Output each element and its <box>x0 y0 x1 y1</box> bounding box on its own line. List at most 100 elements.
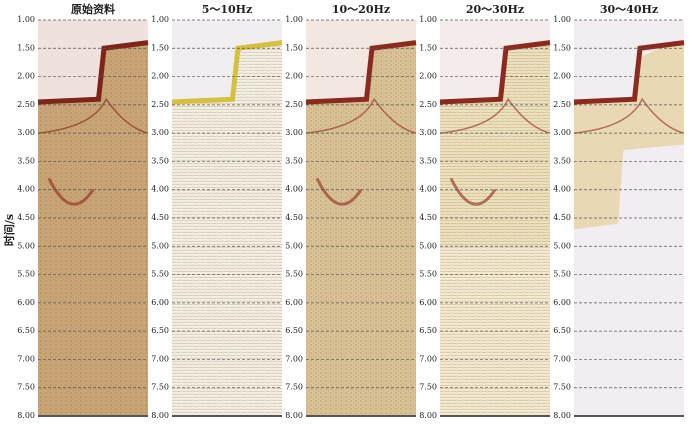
y-tick-label: 3.50 <box>151 156 169 165</box>
y-tick-label: 1.00 <box>151 15 169 24</box>
y-tick-label: 2.00 <box>419 72 437 81</box>
y-tick-label: 7.50 <box>553 383 571 392</box>
sea-water <box>172 20 282 103</box>
y-tick-label: 3.00 <box>419 128 437 137</box>
y-tick-label: 6.50 <box>419 326 437 335</box>
y-tick-label: 5.00 <box>285 241 303 250</box>
panel-title: 10～20Hz <box>332 3 390 16</box>
y-tick-label: 4.00 <box>17 185 35 194</box>
y-tick-label: 2.00 <box>151 72 169 81</box>
panel: 20～30Hz 1.00 1.50 2.00 2.50 3.00 3.50 4.00 4.50 5… <box>419 3 551 420</box>
panel: 5～10Hz 1.00 1.50 2.00 2.50 3.00 3.50 4.00 4.50 5.… <box>151 3 283 420</box>
y-tick-label: 1.50 <box>17 43 35 52</box>
y-tick-label: 4.00 <box>285 185 303 194</box>
y-tick-label: 2.50 <box>17 100 35 109</box>
reflector <box>573 40 685 105</box>
y-tick-label: 6.50 <box>553 326 571 335</box>
y-tick-label: 5.50 <box>419 270 437 279</box>
y-tick-label: 8.00 <box>285 411 303 420</box>
y-axis-label: 时间/s <box>2 214 16 246</box>
y-tick-label: 1.00 <box>285 15 303 24</box>
y-tick-label: 7.50 <box>151 383 169 392</box>
y-tick-label: 3.50 <box>553 156 571 165</box>
y-tick-label: 5.50 <box>151 270 169 279</box>
y-tick-label: 3.50 <box>17 156 35 165</box>
y-tick-label: 7.50 <box>419 383 437 392</box>
y-tick-label: 1.50 <box>151 43 169 52</box>
reflector <box>305 40 417 105</box>
y-tick-label: 2.50 <box>285 100 303 109</box>
y-tick-label: 7.00 <box>17 354 35 363</box>
panel: 10～20Hz 1.00 1.50 2.00 2.50 3.00 3.50 4.00 4.50 5… <box>285 3 417 420</box>
sea-water <box>574 20 684 103</box>
y-tick-label: 1.00 <box>553 15 571 24</box>
y-tick-label: 5.50 <box>17 270 35 279</box>
event <box>315 177 363 206</box>
y-tick-label: 7.00 <box>151 354 169 363</box>
y-tick-label: 6.50 <box>285 326 303 335</box>
panel-title: 30～40Hz <box>600 3 658 16</box>
y-tick-label: 3.00 <box>553 128 571 137</box>
y-tick-label: 6.50 <box>151 326 169 335</box>
sea-water <box>38 20 148 103</box>
deep-reflector <box>305 97 417 134</box>
reflector <box>37 40 149 105</box>
sea-water <box>440 20 550 103</box>
y-tick-label: 3.00 <box>285 128 303 137</box>
y-tick-label: 4.00 <box>151 185 169 194</box>
panel: 30～40Hz 1.00 1.50 2.00 2.50 3.00 3.50 4.00 4.50 5… <box>553 3 685 420</box>
y-tick-label: 4.50 <box>419 213 437 222</box>
y-tick-label: 3.00 <box>151 128 169 137</box>
y-tick-label: 5.50 <box>553 270 571 279</box>
y-tick-label: 4.50 <box>151 213 169 222</box>
y-tick-label: 7.00 <box>553 354 571 363</box>
y-tick-label: 5.00 <box>17 241 35 250</box>
deep-reflector <box>439 97 551 134</box>
y-tick-label: 1.00 <box>419 15 437 24</box>
y-tick-label: 6.00 <box>419 298 437 307</box>
panels: 原始资料 1.00 1.50 2.00 2.50 3.00 3.50 4.00 4.50 5.00… <box>17 2 685 420</box>
sea-water <box>306 20 416 103</box>
y-tick-label: 7.00 <box>419 354 437 363</box>
panel-title: 原始资料 <box>71 2 115 16</box>
event <box>449 177 497 206</box>
y-tick-label: 2.00 <box>17 72 35 81</box>
y-tick-label: 7.00 <box>285 354 303 363</box>
y-tick-label: 2.50 <box>553 100 571 109</box>
y-tick-label: 3.50 <box>419 156 437 165</box>
reflector <box>439 40 551 105</box>
y-tick-label: 4.50 <box>553 213 571 222</box>
y-tick-label: 6.00 <box>151 298 169 307</box>
y-tick-label: 7.50 <box>285 383 303 392</box>
y-tick-label: 1.50 <box>553 43 571 52</box>
panel: 原始资料 1.00 1.50 2.00 2.50 3.00 3.50 4.00 4.50 5.00… <box>17 2 149 420</box>
deep-reflector <box>573 97 685 134</box>
y-tick-label: 6.50 <box>17 326 35 335</box>
reflector <box>171 40 283 105</box>
y-tick-label: 8.00 <box>553 411 571 420</box>
y-tick-label: 2.50 <box>151 100 169 109</box>
y-tick-label: 8.00 <box>419 411 437 420</box>
y-tick-label: 5.00 <box>151 241 169 250</box>
y-tick-label: 4.00 <box>553 185 571 194</box>
y-tick-label: 1.50 <box>419 43 437 52</box>
y-tick-label: 5.50 <box>285 270 303 279</box>
y-tick-label: 6.00 <box>17 298 35 307</box>
y-tick-label: 5.00 <box>419 241 437 250</box>
y-tick-label: 3.50 <box>285 156 303 165</box>
y-tick-label: 1.50 <box>285 43 303 52</box>
y-tick-label: 5.00 <box>553 241 571 250</box>
y-tick-label: 4.50 <box>285 213 303 222</box>
panel-title: 5～10Hz <box>202 3 253 16</box>
deep-reflector <box>37 97 149 134</box>
y-tick-label: 1.00 <box>17 15 35 24</box>
y-tick-label: 2.50 <box>419 100 437 109</box>
y-tick-label: 2.00 <box>553 72 571 81</box>
y-tick-label: 4.50 <box>17 213 35 222</box>
y-tick-label: 3.00 <box>17 128 35 137</box>
event <box>47 177 95 206</box>
panel-title: 20～30Hz <box>466 3 524 16</box>
y-tick-label: 8.00 <box>151 411 169 420</box>
y-tick-label: 6.00 <box>553 298 571 307</box>
